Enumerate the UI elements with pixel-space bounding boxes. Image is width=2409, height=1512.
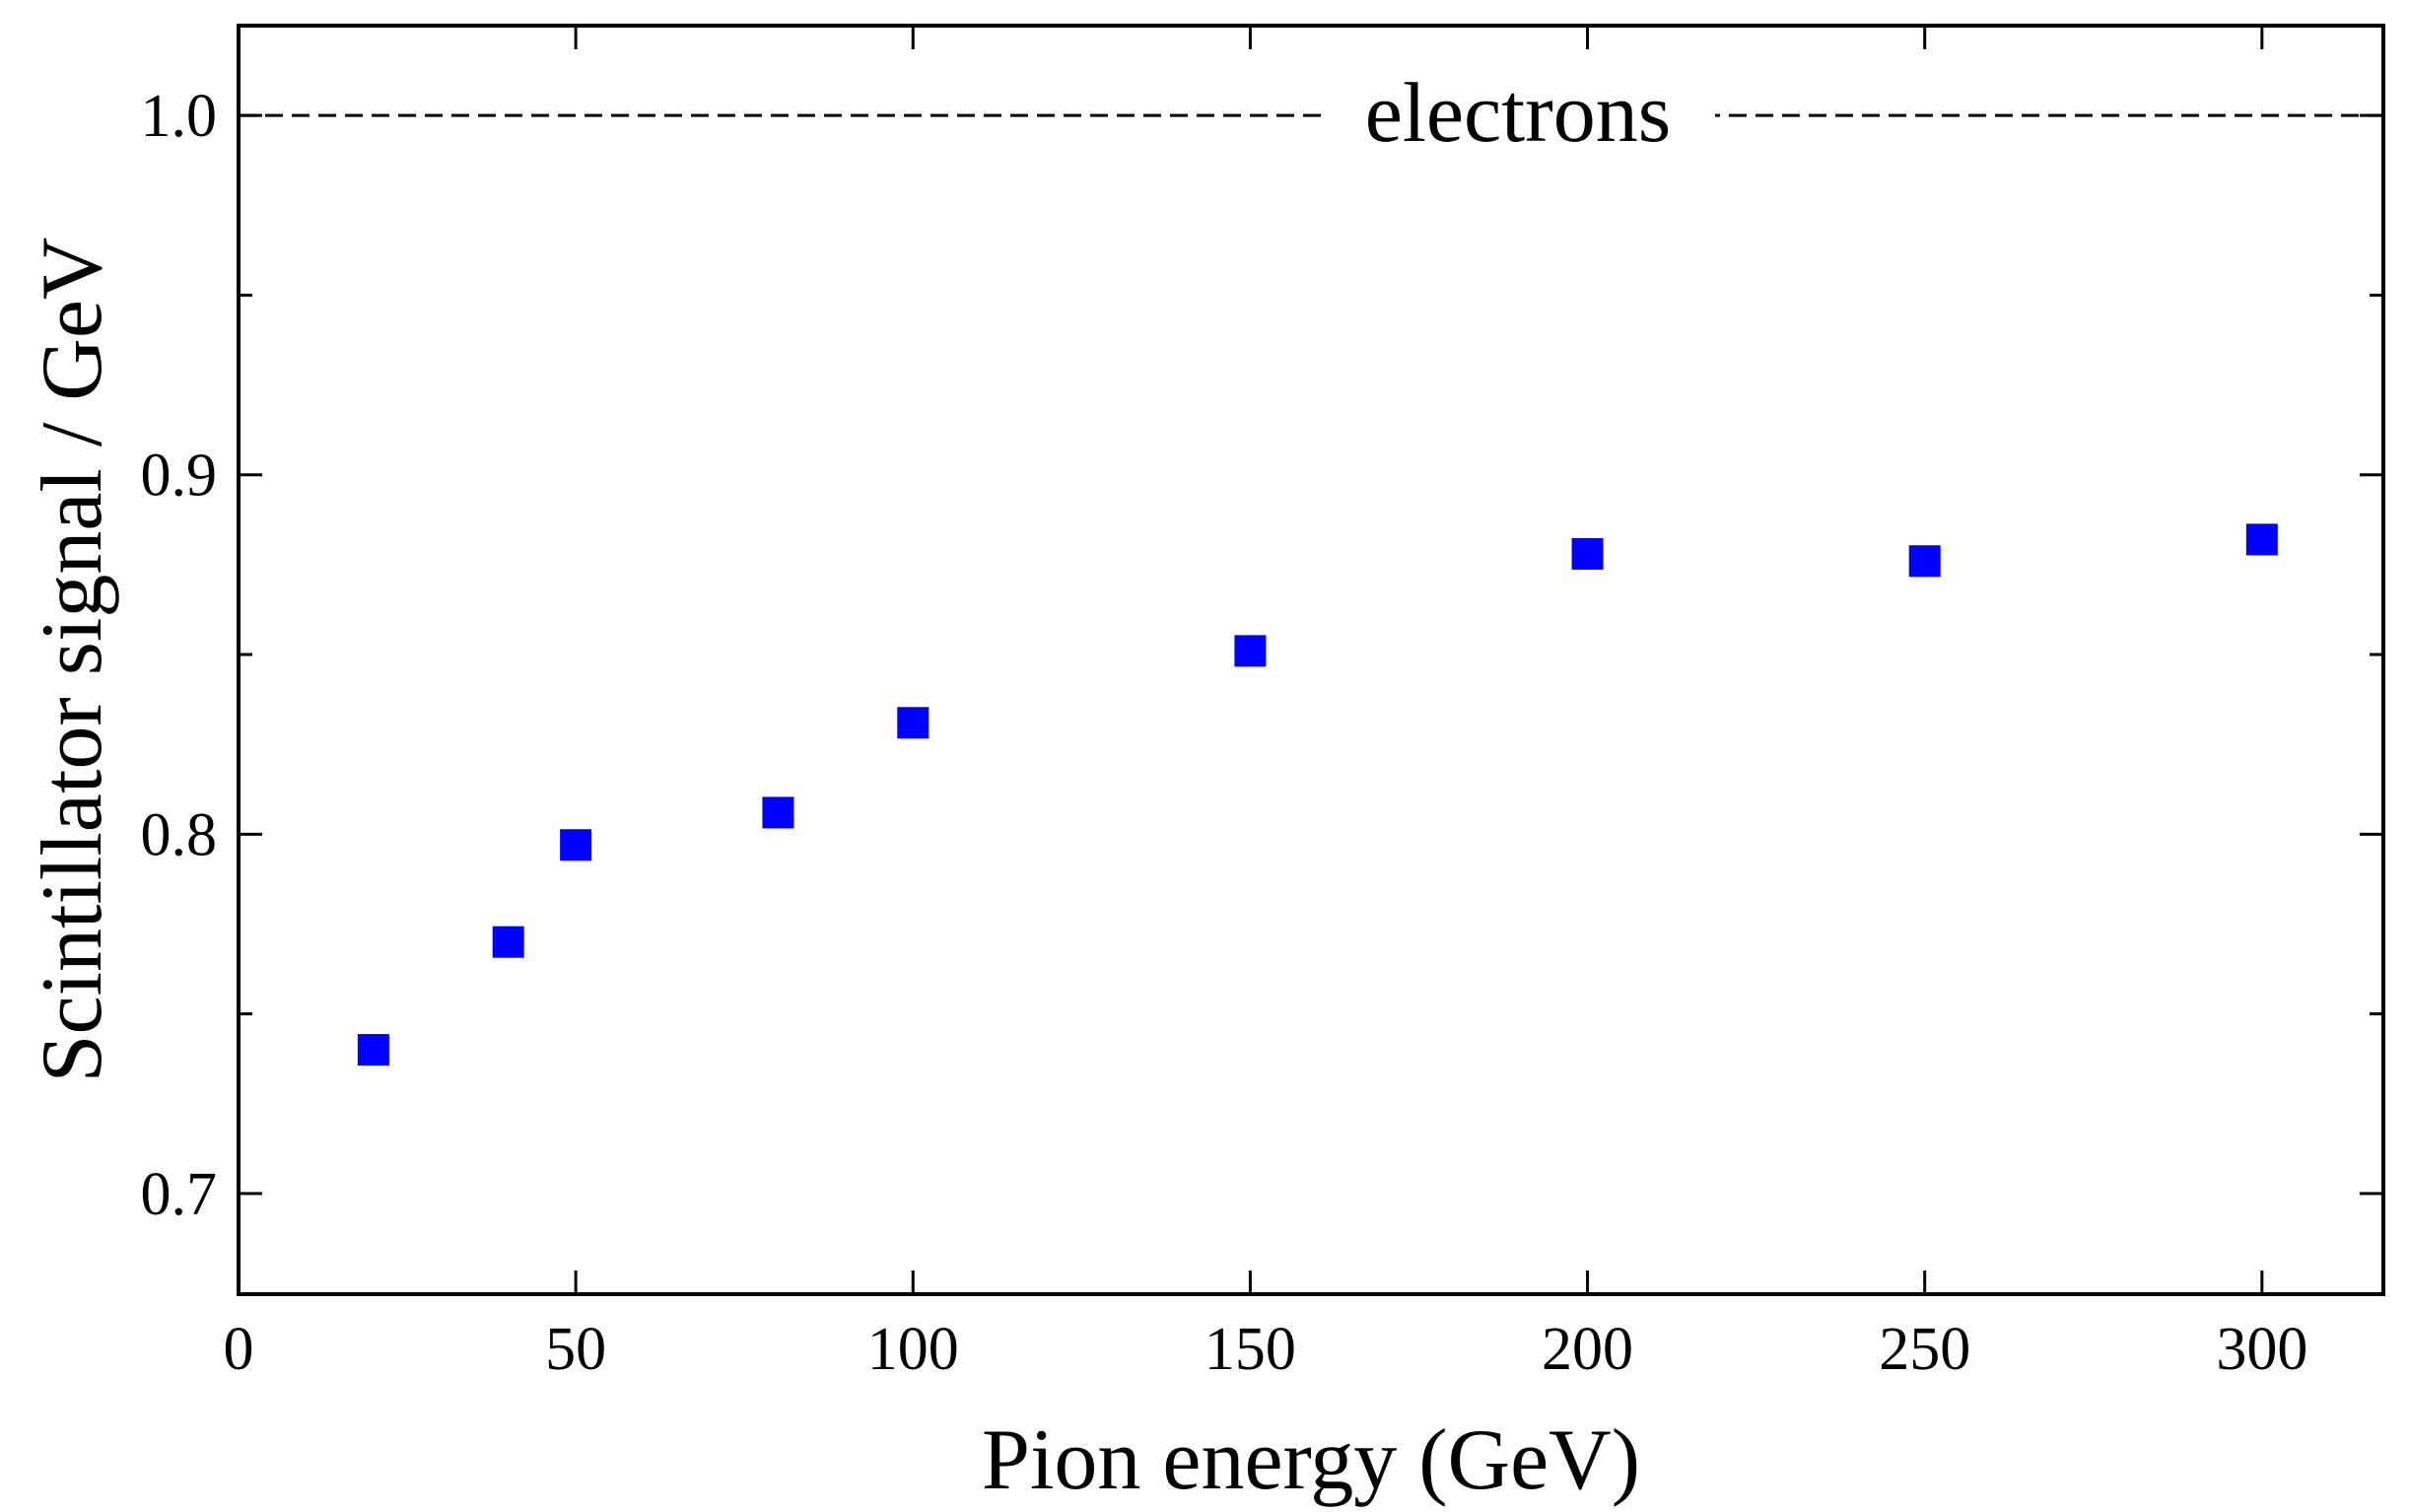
x-tick-label: 250 [1879,1316,1970,1383]
plot-frame [237,24,2385,1296]
data-point [2245,523,2278,556]
data-point [560,829,592,861]
data-point [1908,545,1941,578]
data-points [357,523,2278,1066]
data-point [762,796,794,829]
y-tick-label: 0.7 [141,1161,218,1228]
y-axis-title: Scintillator signal / GeV [25,238,120,1083]
y-tick-label: 0.8 [141,801,218,868]
electrons-label-background [1321,66,1715,156]
data-point [897,707,929,739]
data-point [492,926,524,958]
x-tick-label: 150 [1204,1316,1296,1383]
axis-tick-labels: 0 50 100 150 200 250 300 0.7 0.8 0.9 1.0 [141,83,2308,1383]
data-point [1571,537,1604,570]
x-tick-label: 50 [545,1316,606,1383]
x-tick-label: 100 [867,1316,959,1383]
y-tick-label: 1.0 [141,83,218,150]
data-point [357,1034,389,1066]
x-axis-title: Pion energy (GeV) [982,1412,1640,1508]
reference-line-group: electrons [239,65,2383,160]
x-tick-label: 200 [1542,1316,1633,1383]
data-point [1234,635,1267,667]
x-tick-label: 0 [224,1316,254,1383]
axis-ticks [237,26,2383,1294]
x-tick-label: 300 [2216,1316,2307,1383]
y-tick-label: 0.9 [141,443,218,510]
electrons-label: electrons [1365,65,1671,160]
